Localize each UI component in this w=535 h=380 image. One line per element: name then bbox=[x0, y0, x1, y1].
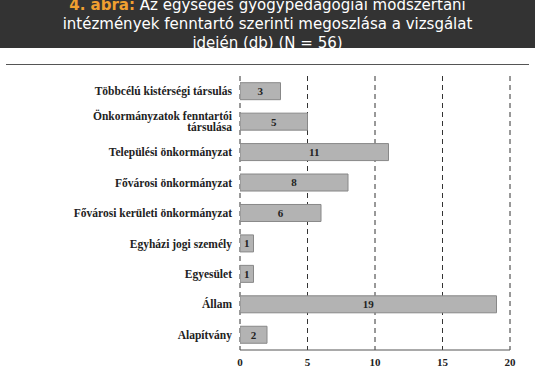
svg-text:Települési önkormányzat: Települési önkormányzat bbox=[109, 146, 232, 159]
svg-text:2: 2 bbox=[251, 329, 257, 341]
svg-text:Egyházi jogi személy: Egyházi jogi személy bbox=[130, 238, 232, 251]
svg-text:15: 15 bbox=[437, 356, 449, 368]
svg-text:Egyesület: Egyesület bbox=[185, 268, 232, 281]
svg-text:11: 11 bbox=[309, 146, 319, 158]
svg-text:1: 1 bbox=[244, 237, 250, 249]
svg-text:5: 5 bbox=[271, 116, 277, 128]
svg-text:5: 5 bbox=[305, 356, 311, 368]
svg-text:Alapítvány: Alapítvány bbox=[178, 329, 233, 342]
svg-text:3: 3 bbox=[258, 85, 264, 97]
svg-text:1: 1 bbox=[244, 268, 250, 280]
svg-text:20: 20 bbox=[505, 356, 517, 368]
svg-text:6: 6 bbox=[278, 207, 284, 219]
svg-text:Fővárosi kerületi önkormányzat: Fővárosi kerületi önkormányzat bbox=[74, 207, 232, 220]
svg-text:19: 19 bbox=[363, 298, 375, 310]
svg-text:Többcélú kistérségi társulás: Többcélú kistérségi társulás bbox=[95, 85, 233, 98]
svg-text:Önkormányzatok fenntartóitársu: Önkormányzatok fenntartóitársulása bbox=[93, 109, 233, 134]
svg-text:Állam: Állam bbox=[202, 297, 232, 310]
svg-text:8: 8 bbox=[291, 176, 297, 188]
svg-text:Fővárosi önkormányzat: Fővárosi önkormányzat bbox=[115, 177, 232, 190]
svg-text:10: 10 bbox=[370, 356, 382, 368]
svg-text:0: 0 bbox=[237, 356, 243, 368]
